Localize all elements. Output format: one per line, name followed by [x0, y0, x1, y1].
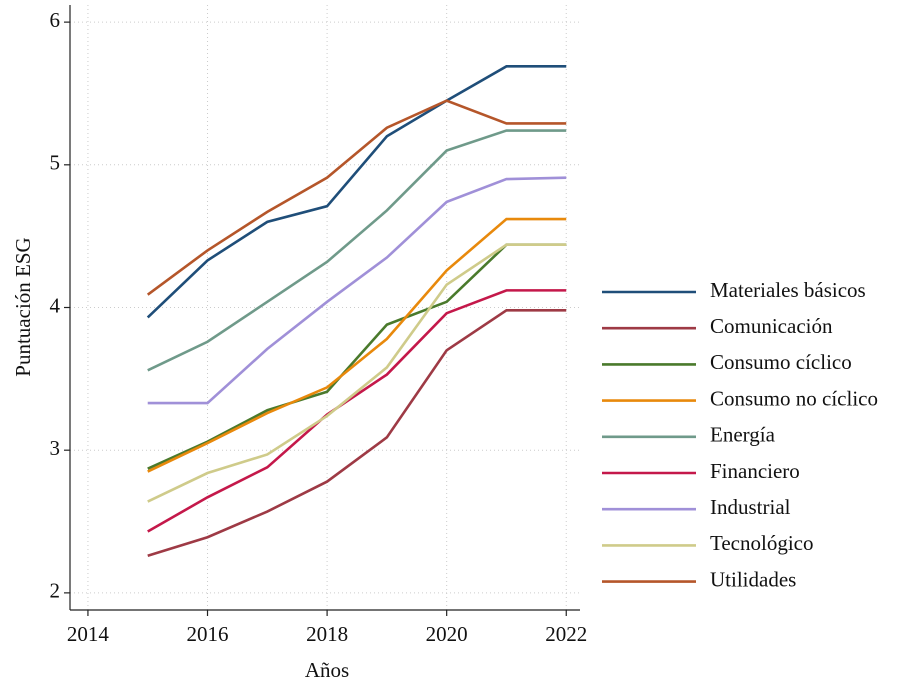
series-line: [146, 65, 567, 319]
series-line: [147, 176, 567, 405]
y-tick-label: 2: [50, 579, 61, 603]
legend-label: Utilidades: [710, 567, 796, 591]
legend-label: Energía: [710, 423, 776, 447]
x-tick-label: 2020: [426, 622, 468, 646]
legend-label: Tecnológico: [710, 531, 814, 555]
y-tick-label: 4: [50, 293, 61, 317]
y-tick-label: 5: [50, 151, 61, 175]
legend-label: Comunicación: [710, 314, 833, 338]
legend-label: Consumo cíclico: [710, 350, 852, 374]
y-tick-label: 3: [50, 436, 61, 460]
x-tick-label: 2022: [545, 622, 587, 646]
x-axis-label: Años: [305, 658, 349, 682]
series-line: [147, 309, 567, 558]
series-line: [147, 217, 567, 473]
series-line: [147, 243, 567, 503]
x-tick-label: 2018: [306, 622, 348, 646]
x-tick-label: 2016: [187, 622, 229, 646]
legend-label: Consumo no cíclico: [710, 386, 878, 410]
x-tick-label: 2014: [67, 622, 110, 646]
y-tick-label: 6: [50, 8, 61, 32]
legend-label: Financiero: [710, 459, 800, 483]
series-line: [147, 243, 567, 470]
y-axis-label: Puntuación ESG: [11, 237, 35, 376]
series-line: [147, 289, 567, 533]
legend-label: Materiales básicos: [710, 278, 866, 302]
series-line: [146, 99, 567, 296]
legend-label: Industrial: [710, 495, 791, 519]
series-line: [147, 129, 567, 372]
